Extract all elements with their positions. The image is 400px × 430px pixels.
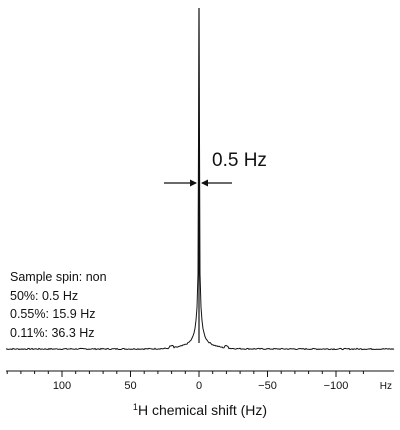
linewidth-legend: Sample spin: non 50%: 0.5 Hz 0.55%: 15.9… bbox=[10, 268, 107, 342]
legend-line-055pct: 0.55%: 15.9 Hz bbox=[10, 307, 96, 321]
linewidth-annotation: 0.5 Hz bbox=[212, 150, 267, 171]
x-tick-label: 50 bbox=[124, 380, 136, 392]
x-axis: 100 50 0 −50 −100 Hz bbox=[6, 370, 394, 392]
legend-line-50pct: 50%: 0.5 Hz bbox=[10, 288, 79, 303]
spectrum-line bbox=[5, 7, 395, 351]
linewidth-arrows bbox=[164, 179, 232, 187]
left-arrow-head bbox=[190, 179, 197, 187]
legend-line-sample-spin: Sample spin: non bbox=[10, 270, 107, 284]
spectrum-series bbox=[5, 7, 395, 351]
legend-line-011pct: 0.11%: 36.3 Hz bbox=[10, 325, 95, 340]
x-tick-label: −100 bbox=[324, 380, 349, 392]
x-tick-label: −50 bbox=[258, 380, 277, 392]
right-arrow-head bbox=[201, 179, 208, 187]
x-unit-label: Hz bbox=[380, 381, 392, 392]
x-axis-title: 1H chemical shift (Hz) bbox=[0, 402, 400, 418]
x-axis-title-text: H chemical shift (Hz) bbox=[137, 402, 268, 418]
x-tick-label: 0 bbox=[196, 380, 202, 392]
x-tick-label: 100 bbox=[53, 380, 71, 392]
x-axis-title-superscript: 1 bbox=[132, 402, 138, 412]
